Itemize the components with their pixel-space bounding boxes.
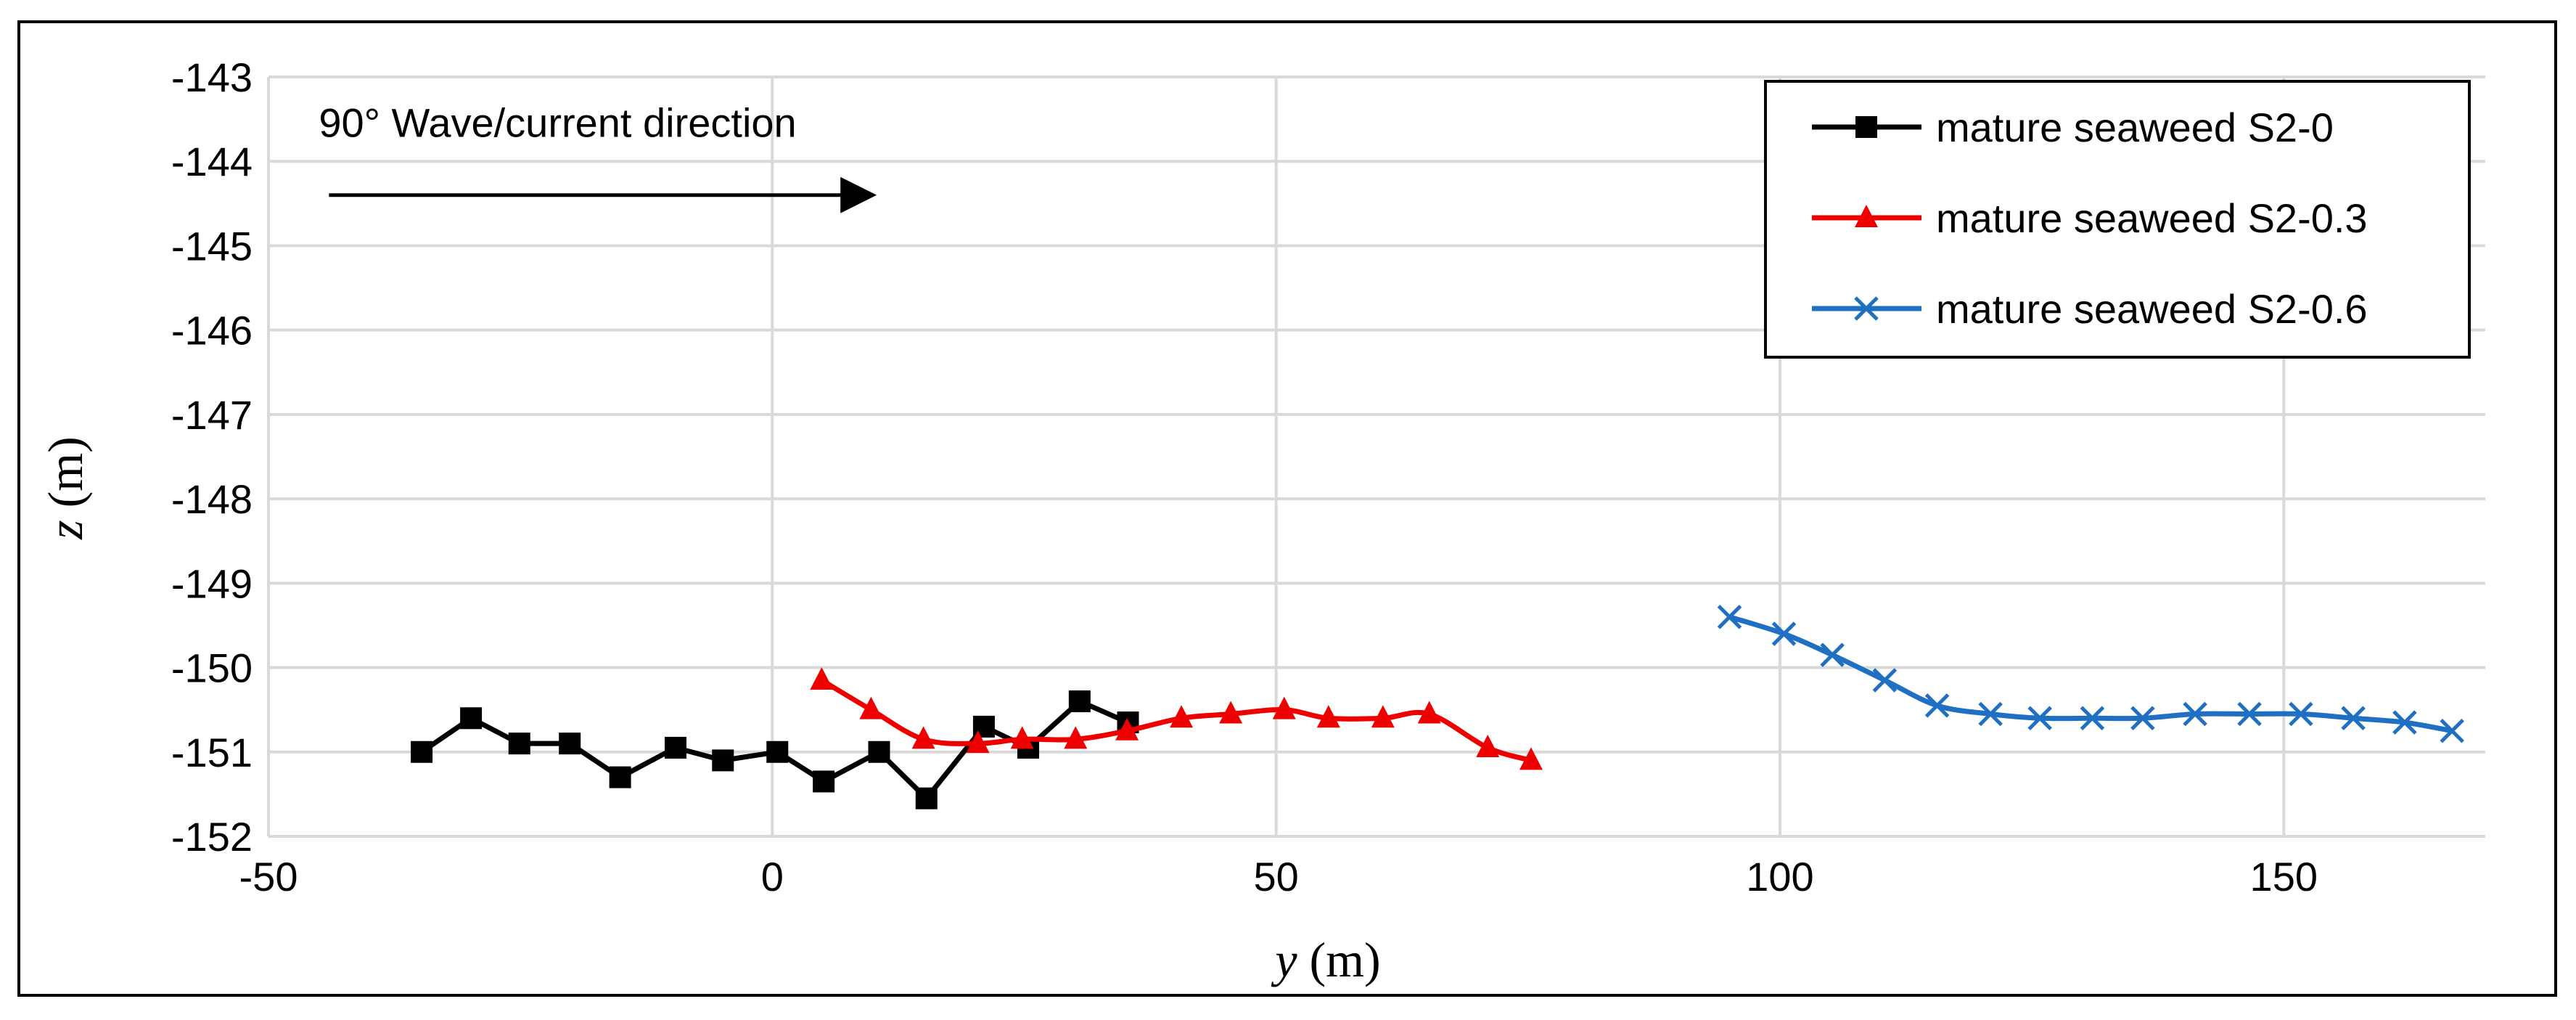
y-tick-label: -148 <box>171 476 253 522</box>
data-point <box>1874 669 1895 691</box>
line-chart: -143 -144 -145 -146 -147 -148 -149 -150 -151 -152… <box>0 0 2576 1020</box>
y-tick-label: -144 <box>171 139 253 184</box>
data-point <box>712 749 734 771</box>
y-tick-label: -150 <box>171 645 253 691</box>
legend-label: mature seaweed S2-0 <box>1936 105 2334 150</box>
y-axis-title: z (m) <box>38 436 93 540</box>
data-point <box>509 733 530 754</box>
series-line <box>1730 617 2453 731</box>
data-point <box>813 770 834 792</box>
legend-label: mature seaweed S2-0.3 <box>1936 195 2368 241</box>
y-tick-label: -147 <box>171 392 253 438</box>
x-tick-label: 50 <box>1253 854 1298 899</box>
data-point <box>869 741 890 763</box>
wave-direction-annotation: 90° Wave/current direction <box>319 100 873 195</box>
series-2 <box>810 667 1543 770</box>
x-axis-title: y (m) <box>1271 932 1380 987</box>
series-3 <box>1719 606 2464 742</box>
data-point <box>916 788 938 809</box>
data-point <box>810 667 833 690</box>
data-point <box>1821 644 1843 666</box>
series-1 <box>411 690 1139 809</box>
data-point <box>610 767 631 788</box>
series-layer <box>411 606 2463 809</box>
data-point <box>460 707 482 729</box>
y-tick-label: -143 <box>171 54 253 100</box>
x-tick-label: 100 <box>1746 854 1813 899</box>
y-tick-label: -145 <box>171 223 253 269</box>
x-tick-label: 150 <box>2250 854 2318 899</box>
data-point <box>411 741 432 763</box>
legend: mature seaweed S2-0 mature seaweed S2-0.3… <box>1765 81 2469 357</box>
data-point <box>559 733 581 754</box>
x-tick-label: 0 <box>761 854 784 899</box>
data-point <box>665 737 686 759</box>
data-point <box>1069 690 1091 712</box>
y-tick-label: -152 <box>171 814 253 860</box>
y-tick-label: -146 <box>171 308 253 354</box>
x-tick-label: -50 <box>239 854 298 899</box>
legend-label: mature seaweed S2-0.6 <box>1936 286 2368 332</box>
wave-direction-text: 90° Wave/current direction <box>319 100 796 146</box>
y-tick-label: -151 <box>171 730 253 775</box>
data-point <box>766 741 788 763</box>
data-point <box>859 697 882 719</box>
legend-swatch-marker <box>1855 116 1877 138</box>
y-tick-label: -149 <box>171 560 253 606</box>
